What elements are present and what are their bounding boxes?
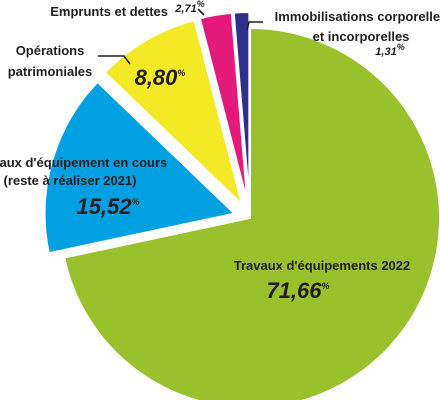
pie-slice-travaux-d-equipement-en-cours-reste-a-realiser-2021 xyxy=(43,80,237,255)
leader-line xyxy=(98,55,131,65)
data-label-emprunts-et-dettes: 2,71% xyxy=(174,0,204,15)
pie-slice-travaux-d-equipements-2022 xyxy=(62,26,440,400)
slice-label-immobilisations-corporelles-et-incorporelles: Immobilisations corporelles et incorporel… xyxy=(275,9,440,44)
slice-label-travaux-d-equipement-en-cours-reste-a-realiser-2021: Travaux d'équipement en cours(reste à ré… xyxy=(0,155,167,188)
leader-line xyxy=(246,21,263,31)
slice-label-operations-patrimoniales: Opérations patrimoniales xyxy=(8,43,93,79)
slice-label-emprunts-et-dettes: Emprunts et dettes xyxy=(50,4,168,19)
slice-label-travaux-d-equipements-2022: Travaux d'équipements 2022 xyxy=(234,258,411,273)
leader-line xyxy=(197,8,205,16)
pie-slice-immobilisations-corporelles-et-incorporelles xyxy=(232,11,251,203)
data-label-travaux-d-equipements-2022: 71,66% xyxy=(266,278,329,303)
data-label-immobilisations-corporelles-et-incorporelles: 1,31% xyxy=(375,42,404,58)
pie-slice-emprunts-et-dettes xyxy=(198,11,249,203)
data-label-operations-patrimoniales: 8,80% xyxy=(135,65,186,90)
data-label-travaux-d-equipement-en-cours-reste-a-realiser-2021: 15,52% xyxy=(76,194,139,219)
pie-slice-operations-patrimoniales xyxy=(103,18,244,208)
